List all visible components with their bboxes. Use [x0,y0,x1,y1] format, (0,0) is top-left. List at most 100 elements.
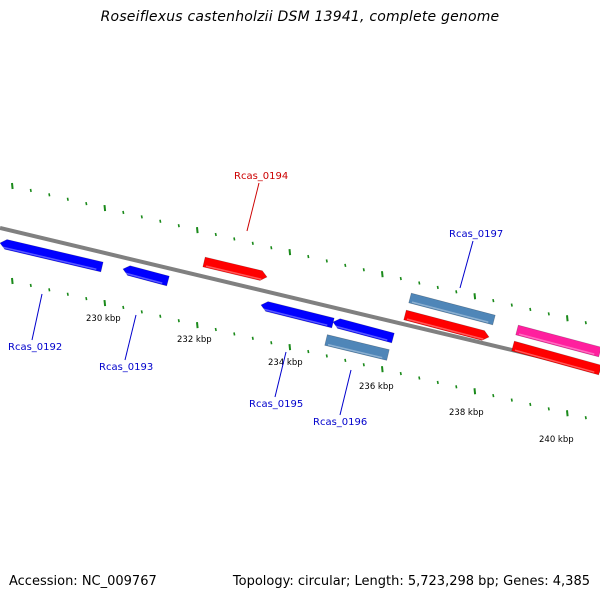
gene-arrow-rcas-0192 [0,239,104,273]
accession-text: Accession: NC_009767 [9,574,157,589]
ruler-label: 238 kbp [449,408,484,418]
inner-tick-mark [122,305,125,310]
inner-tick-mark [325,354,328,358]
leader-line-rcas-0197 [459,240,474,289]
gene-label-rcas-0195: Rcas_0195 [249,399,303,410]
inner-tick-mark [233,332,236,336]
inner-tick-mark [510,398,513,402]
inner-tick-mark [140,310,143,314]
inner-tick-mark [362,363,365,367]
outer-tick-mark [473,293,477,300]
outer-tick-mark [177,224,180,228]
gene-arrow-reverse-cds [332,318,395,344]
genome-backbone [0,226,600,373]
leader-line-rcas-0196 [339,369,352,416]
leader-line-rcas-0195 [274,351,287,398]
inner-tick-mark [492,393,495,398]
outer-tick-mark [122,210,125,215]
gene-label-rcas-0194: Rcas_0194 [234,171,288,182]
gene-label-rcas-0193: Rcas_0193 [99,362,153,373]
inner-tick-mark [344,358,347,363]
gene-arrow-rcas-0197 [408,292,496,326]
inner-tick-mark [48,288,51,292]
inner-tick-mark [381,366,384,373]
gene-arrow-rcas-0197-highlight [411,301,489,323]
outer-tick-mark [233,237,236,241]
gene-arrow-rcas-0194 [202,256,268,281]
outer-tick-mark [399,276,402,281]
gene-arrow-rcas-0193 [122,265,170,287]
outer-tick-mark [584,321,587,325]
inner-tick-mark [66,292,69,296]
inner-tick-mark [584,416,587,420]
gene-arrow-rcas-0194-highlight [205,265,262,280]
outer-tick-mark [325,259,328,263]
outer-tick-mark [436,285,439,290]
gene-arrow-reverse-cds-highlight [334,325,388,341]
ruler-label: 232 kbp [177,335,212,345]
outer-tick-mark [492,298,495,303]
gene-arrow-rcas-0196 [324,334,390,361]
inner-tick-mark [270,341,273,345]
inner-tick-track [11,277,587,420]
gene-arrow-rcas-0196-highlight [327,343,383,359]
outer-tick-mark [566,315,569,322]
outer-tick-mark [251,241,254,245]
outer-tick-mark [307,254,310,259]
outer-tick-mark [547,312,550,316]
ruler-label: 230 kbp [86,314,121,324]
inner-tick-mark [399,371,402,376]
outer-tick-track [11,182,587,325]
leader-line-rcas-0193 [124,314,137,361]
gene-label-rcas-0196: Rcas_0196 [313,417,367,428]
leader-line-rcas-0194 [246,182,260,232]
outer-tick-mark [159,219,162,223]
gene-arrow-forward-cds-highlight [406,318,484,340]
gene-arrow-rcas-0193-highlight [124,272,163,284]
outer-tick-mark [418,281,421,285]
inner-tick-mark [307,349,310,354]
inner-tick-mark [196,321,199,329]
inner-tick-mark [11,277,14,285]
outer-tick-mark [362,268,365,272]
outer-tick-mark [196,226,199,234]
gene-arrow-forward-cds-edge [511,340,600,376]
outer-tick-mark [344,263,347,268]
outer-tick-mark [455,290,458,294]
feature-track [0,239,600,376]
outer-tick-mark [381,271,384,278]
outer-tick-mark [270,246,273,250]
gene-arrow-forward-cds-edge-highlight [514,349,595,373]
gene-label-rcas-0192: Rcas_0192 [8,342,62,353]
gene-arrow-rcas-0192-highlight [1,246,97,270]
inner-tick-mark [473,388,477,395]
inner-tick-mark [103,299,107,307]
ruler-labels: 230 kbp 232 kbp 234 kbp 236 kbp 238 kbp 240 k… [86,314,574,445]
inner-tick-mark [529,402,532,407]
gene-arrow-rcas-0195 [260,301,335,329]
outer-tick-mark [48,193,51,197]
outer-tick-mark [11,182,14,190]
gene-arrow-forward-cds [403,309,490,341]
ruler-label: 240 kbp [539,435,574,445]
inner-tick-mark [214,327,217,332]
gene-label-rcas-0197: Rcas_0197 [449,229,503,240]
outer-tick-mark [29,188,32,193]
ruler-label: 234 kbp [268,358,303,368]
inner-tick-mark [177,319,180,323]
outer-tick-mark [103,204,107,212]
ruler-label: 236 kbp [359,382,394,392]
outer-tick-mark [66,197,69,201]
inner-tick-mark [29,283,32,288]
inner-tick-mark [251,336,254,340]
inner-tick-mark [159,314,162,318]
inner-tick-mark [455,385,458,389]
inner-tick-mark [436,380,439,385]
outer-tick-mark [510,303,513,307]
outer-tick-mark [85,201,88,206]
map-title: Roseiflexus castenholzii DSM 13941, comp… [100,9,500,25]
gene-arrow-rcas-0195-highlight [262,308,328,326]
inner-tick-mark [418,376,421,380]
inner-tick-mark [288,344,292,351]
